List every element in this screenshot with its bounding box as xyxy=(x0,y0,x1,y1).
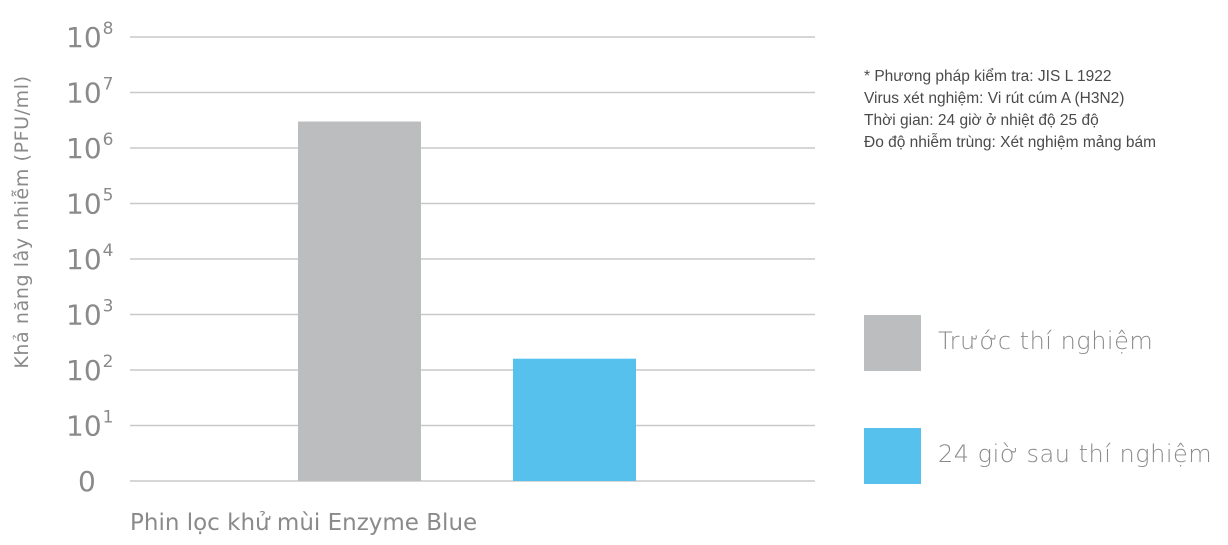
y-tick-labels: 0 101 102 103 104 105 106 107 108 xyxy=(66,19,113,498)
y-tick-label: 103 xyxy=(66,297,113,332)
bar-after-24h xyxy=(513,358,636,481)
y-tick-label: 101 xyxy=(66,408,113,443)
y-tick-label: 102 xyxy=(66,352,113,387)
note-line: Virus xét nghiệm: Vi rút cúm A (H3N2) xyxy=(864,90,1125,107)
y-tick-label: 107 xyxy=(66,75,113,110)
y-tick-label: 106 xyxy=(66,130,113,165)
grid-lines xyxy=(130,36,815,482)
y-tick-label: 108 xyxy=(66,19,113,54)
y-tick-label: 104 xyxy=(66,241,113,276)
x-category-label: Phin lọc khử mùi Enzyme Blue xyxy=(130,510,477,536)
note-line: * Phương pháp kiểm tra: JIS L 1922 xyxy=(864,68,1112,85)
bar-before-test xyxy=(298,121,421,481)
legend-swatch-blue xyxy=(864,428,921,484)
legend-item-after: 24 giờ sau thí nghiệm xyxy=(864,428,1224,484)
legend-item-before: Trước thí nghiệm xyxy=(864,315,1224,371)
legend-swatch-gray xyxy=(864,315,921,371)
y-tick-label: 105 xyxy=(66,186,113,221)
legend-label: 24 giờ sau thí nghiệm xyxy=(938,440,1213,468)
note-line: Thời gian: 24 giờ ở nhiệt độ 25 độ xyxy=(864,112,1099,129)
note-line: Đo độ nhiễm trùng: Xét nghiệm mảng bám xyxy=(864,134,1157,151)
y-axis-label: Khả năng lây nhiễm (PFU/ml) xyxy=(10,75,33,368)
y-tick-label: 0 xyxy=(78,465,96,498)
test-notes: * Phương pháp kiểm tra: JIS L 1922 Virus… xyxy=(864,66,1224,154)
legend-label: Trước thí nghiệm xyxy=(938,327,1154,355)
bars xyxy=(298,121,636,481)
